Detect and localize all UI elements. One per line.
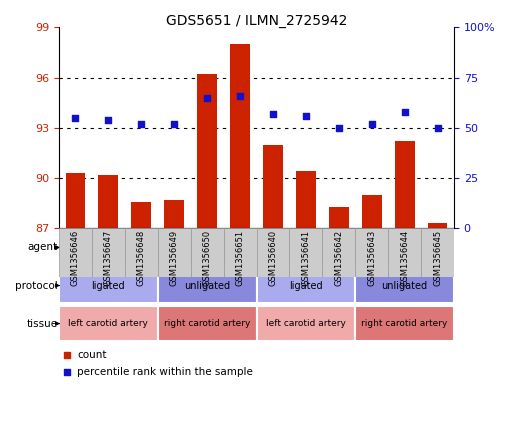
Text: right carotid artery: right carotid artery — [164, 319, 250, 328]
Bar — [125, 228, 158, 277]
Bar — [131, 202, 151, 228]
Bar — [355, 228, 388, 277]
Bar — [329, 207, 349, 228]
Text: GDS5651 / ILMN_2725942: GDS5651 / ILMN_2725942 — [166, 14, 347, 28]
Text: GSM1356647: GSM1356647 — [104, 230, 113, 286]
Text: GSM1356646: GSM1356646 — [71, 230, 80, 286]
Point — [137, 121, 145, 127]
Bar — [59, 268, 158, 302]
Text: GSM1356643: GSM1356643 — [367, 230, 376, 286]
Bar — [355, 306, 454, 341]
Point — [401, 109, 409, 115]
Text: protocol: protocol — [14, 280, 57, 291]
Text: tissue: tissue — [26, 319, 57, 329]
Point — [71, 115, 80, 121]
Bar — [421, 228, 454, 277]
Point — [170, 121, 179, 127]
Text: ligated: ligated — [289, 280, 323, 291]
Text: GSM1356648: GSM1356648 — [137, 230, 146, 286]
Text: GSM1356641: GSM1356641 — [301, 230, 310, 286]
Bar — [92, 228, 125, 277]
Bar — [191, 228, 224, 277]
Bar — [158, 228, 191, 277]
Text: unligated: unligated — [184, 280, 230, 291]
Text: GSM1356640: GSM1356640 — [268, 230, 278, 286]
Bar — [224, 228, 256, 277]
Point — [63, 352, 71, 358]
Text: count: count — [77, 350, 107, 360]
Point — [433, 125, 442, 132]
Text: right carotid artery: right carotid artery — [362, 319, 448, 328]
Point — [236, 92, 244, 99]
Bar — [66, 173, 85, 228]
Bar — [164, 200, 184, 228]
Bar — [263, 145, 283, 228]
Bar — [256, 306, 355, 341]
Bar — [428, 223, 447, 228]
Text: left carotid artery: left carotid artery — [68, 319, 148, 328]
Bar — [289, 228, 322, 277]
Text: unligated: unligated — [382, 280, 428, 291]
Bar — [59, 230, 256, 265]
Bar — [230, 44, 250, 228]
Bar — [59, 306, 158, 341]
Point — [269, 110, 277, 117]
Text: control: control — [336, 242, 374, 253]
Point — [203, 94, 211, 101]
Bar — [355, 268, 454, 302]
Text: GSM1356644: GSM1356644 — [400, 230, 409, 286]
Bar — [158, 268, 256, 302]
Bar — [296, 171, 315, 228]
Text: agent: agent — [27, 242, 57, 253]
Bar — [388, 228, 421, 277]
Bar — [158, 306, 256, 341]
Text: GSM1356642: GSM1356642 — [334, 230, 343, 286]
Point — [368, 121, 376, 127]
Text: GSM1356645: GSM1356645 — [433, 230, 442, 286]
Text: GSM1356649: GSM1356649 — [170, 230, 179, 286]
Bar — [98, 175, 118, 228]
Point — [334, 125, 343, 132]
Point — [63, 369, 71, 376]
Bar — [197, 74, 217, 228]
Text: GSM1356651: GSM1356651 — [235, 230, 245, 286]
Text: GSM1356650: GSM1356650 — [203, 230, 212, 286]
Text: 5Aza: 5Aza — [144, 242, 171, 253]
Bar — [322, 228, 355, 277]
Bar — [59, 228, 92, 277]
Bar — [256, 268, 355, 302]
Text: ligated: ligated — [91, 280, 125, 291]
Bar — [256, 228, 289, 277]
Text: left carotid artery: left carotid artery — [266, 319, 346, 328]
Point — [302, 113, 310, 119]
Bar — [394, 141, 415, 228]
Bar — [256, 230, 454, 265]
Bar — [362, 195, 382, 228]
Point — [104, 116, 112, 124]
Text: percentile rank within the sample: percentile rank within the sample — [77, 367, 253, 377]
